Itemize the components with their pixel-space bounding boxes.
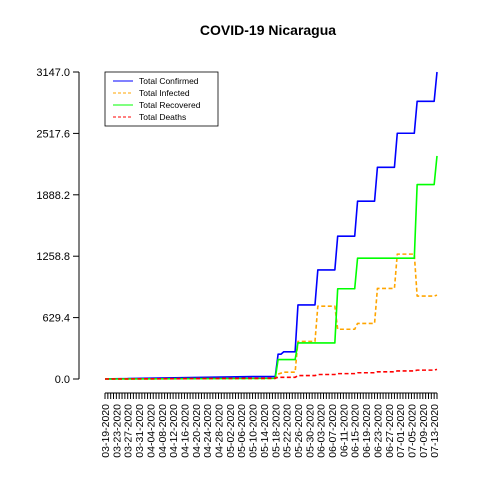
x-tick-label: 03-31-2020 — [134, 404, 146, 458]
x-tick-label: 05-10-2020 — [248, 404, 260, 458]
x-tick-label: 04-12-2020 — [168, 404, 180, 458]
x-tick-label: 07-01-2020 — [395, 404, 407, 458]
y-tick-label: 2517.6 — [36, 128, 70, 140]
legend-label: Total Confirmed — [139, 76, 199, 86]
legend-label: Total Recovered — [139, 100, 201, 110]
x-tick-label: 03-23-2020 — [111, 404, 123, 458]
x-tick-label: 04-20-2020 — [191, 404, 203, 458]
x-tick-label: 04-16-2020 — [179, 404, 191, 458]
y-tick-label: 1888.2 — [36, 190, 70, 202]
x-tick-label: 05-30-2020 — [304, 404, 316, 458]
series-line-total-confirmed — [104, 71, 438, 380]
x-tick-label: 06-23-2020 — [372, 404, 384, 458]
y-axis: 0.0 629.4 1258.8 1888.2 2517.6 3147.0 — [36, 67, 80, 386]
x-tick-label: 07-09-2020 — [418, 404, 430, 458]
series-line-total-infected — [104, 253, 438, 380]
x-tick-label: 05-14-2020 — [259, 404, 271, 458]
x-tick-label: 05-18-2020 — [270, 404, 282, 458]
x-tick-label: 03-27-2020 — [123, 404, 135, 458]
x-tick-label: 06-19-2020 — [361, 404, 373, 458]
y-tick-label: 629.4 — [42, 313, 70, 325]
x-tick-label: 04-04-2020 — [145, 404, 157, 458]
x-tick-label: 04-28-2020 — [214, 404, 226, 458]
x-tick-label: 06-07-2020 — [327, 404, 339, 458]
series-layer — [104, 71, 438, 380]
x-tick-label: 04-24-2020 — [202, 404, 214, 458]
x-tick-label: 05-26-2020 — [293, 404, 305, 458]
y-tick-label: 3147.0 — [36, 67, 70, 79]
x-tick-label: 06-03-2020 — [316, 404, 328, 458]
x-tick-label: 06-15-2020 — [350, 404, 362, 458]
x-tick-label: 05-02-2020 — [225, 404, 237, 458]
x-axis: 03-19-2020 03-23-2020 03-27-2020 03-31-2020… — [100, 392, 441, 458]
x-tick-label: 03-19-2020 — [100, 404, 112, 458]
legend-label: Total Infected — [139, 88, 190, 98]
legend-label: Total Deaths — [139, 112, 186, 122]
x-tick-label: 04-08-2020 — [157, 404, 169, 458]
series-line-total-deaths — [104, 368, 438, 380]
y-tick-label: 1258.8 — [36, 251, 70, 263]
x-tick-label: 06-27-2020 — [384, 404, 396, 458]
chart-title: COVID-19 Nicaragua — [200, 22, 336, 38]
x-tick-label: 07-05-2020 — [406, 404, 418, 458]
x-tick-label: 06-11-2020 — [338, 404, 350, 457]
series-line-total-recovered — [104, 155, 438, 380]
x-tick-label: 05-06-2020 — [236, 404, 248, 458]
legend: Total Confirmed Total Infected Total Recov… — [104, 71, 219, 127]
y-tick-label: 0.0 — [55, 374, 70, 386]
x-tick-label: 07-13-2020 — [429, 404, 441, 458]
x-tick-label: 05-22-2020 — [282, 404, 294, 458]
